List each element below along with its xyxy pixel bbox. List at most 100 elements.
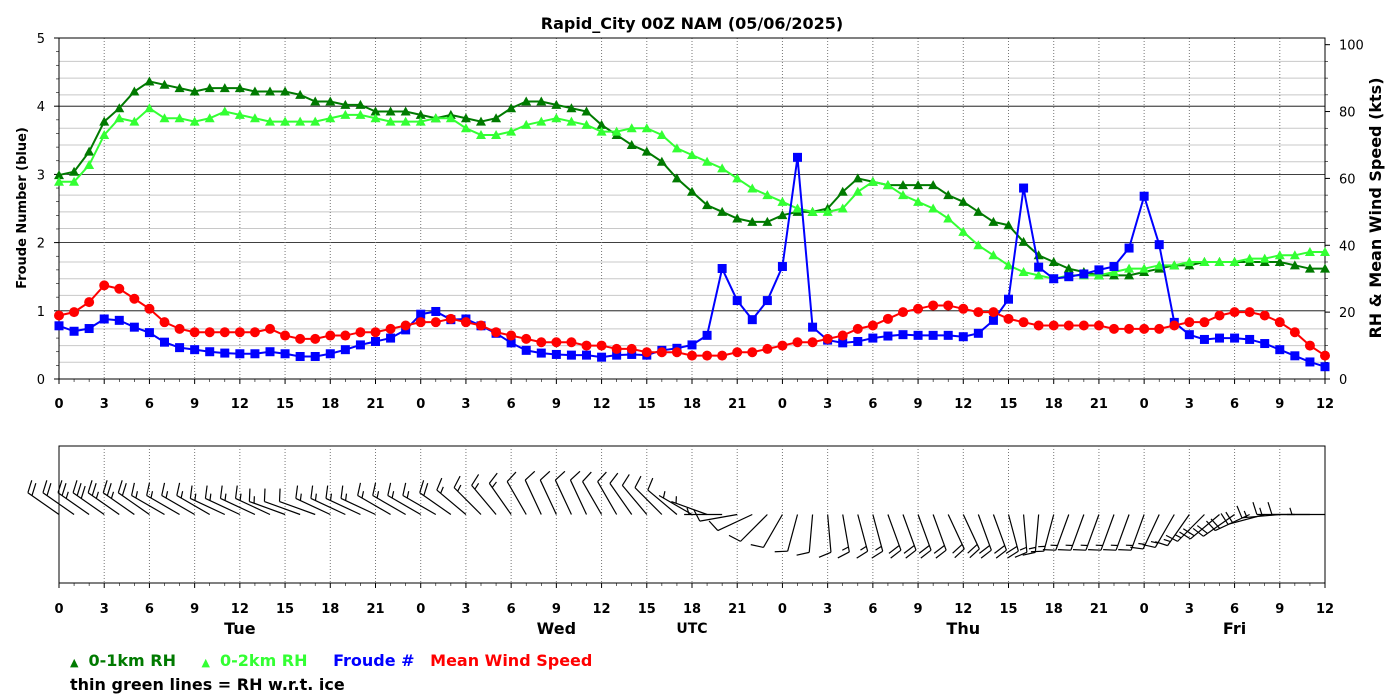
barb-feather	[634, 475, 642, 488]
barb-staff	[842, 514, 850, 553]
barb-feather	[42, 480, 48, 493]
wind-barb	[72, 480, 105, 515]
barb-staff	[279, 500, 316, 516]
barb-staff	[102, 492, 135, 515]
series-point-0	[596, 119, 607, 129]
barb-x-tick-label: 6	[145, 602, 154, 617]
barb-staff	[827, 514, 832, 553]
barb-feather	[436, 477, 443, 491]
barb-x-tick-label: 0	[778, 602, 787, 617]
legend-label-rh02: 0-2km RH	[220, 651, 308, 670]
series-point-0	[1063, 263, 1074, 273]
barb-feather	[1030, 550, 1044, 553]
left-tick-label: 3	[37, 168, 45, 183]
barb-x-tick-label: 3	[1185, 602, 1194, 617]
barb-feather	[1243, 510, 1248, 518]
legend-note: thin green lines = RH w.r.t. ice	[70, 675, 345, 694]
x-tick-label: 18	[683, 397, 701, 412]
barb-staff	[539, 479, 557, 515]
barb-staff	[357, 494, 391, 516]
series-point-0	[385, 106, 396, 116]
series-point-0	[837, 186, 848, 196]
barb-feather	[1057, 549, 1071, 551]
series-point-2	[1079, 269, 1089, 279]
series-point-3	[280, 330, 291, 341]
barb-x-tick-label: 6	[507, 602, 516, 617]
x-tick-label: 18	[1045, 397, 1063, 412]
wind-barb	[684, 507, 723, 516]
wind-barb	[146, 482, 180, 516]
series-point-0	[370, 106, 381, 116]
series-point-2	[943, 330, 953, 340]
series-point-3	[747, 347, 758, 358]
barb-staff	[57, 492, 90, 515]
series-point-3	[310, 333, 321, 344]
series-point-2	[1004, 294, 1013, 304]
wind-barb	[728, 514, 768, 542]
barb-feather	[1196, 525, 1208, 534]
barb-feather	[933, 545, 945, 554]
barb-feather	[150, 491, 154, 499]
barb-feather	[969, 548, 980, 559]
series-point-1	[1304, 246, 1315, 256]
barb-feather	[219, 485, 223, 499]
barb-staff	[340, 497, 376, 516]
barb-staff	[872, 514, 884, 552]
barb-staff	[1022, 514, 1028, 553]
barb-feather	[80, 485, 86, 499]
series-point-3	[1304, 340, 1315, 351]
series-point-1	[551, 113, 562, 123]
barb-feather	[1252, 501, 1258, 515]
barb-feather	[1142, 544, 1156, 548]
series-point-0	[988, 216, 999, 226]
barb-feather	[1022, 551, 1036, 556]
barb-feather	[1155, 541, 1168, 547]
series-point-0	[641, 146, 652, 156]
barb-staff	[609, 483, 633, 515]
series-point-3	[913, 303, 924, 314]
series-point-3	[973, 307, 984, 318]
barb-feather	[376, 491, 380, 499]
barb-feather	[263, 488, 266, 502]
wind-barb	[774, 514, 799, 553]
barb-x-tick-label: 21	[1090, 602, 1108, 617]
barb-feather	[72, 480, 78, 493]
x-tick-label: 21	[728, 397, 746, 412]
barb-feather	[693, 509, 701, 522]
wind-barb	[708, 513, 753, 532]
barb-x-tick-label: 12	[954, 602, 972, 617]
wind-barb	[453, 475, 482, 515]
series-point-3	[551, 337, 562, 348]
barb-feather	[621, 474, 630, 486]
barb-staff	[621, 485, 648, 515]
series-point-3	[807, 337, 818, 348]
series-point-1	[159, 113, 170, 123]
y-axis-label: Froude Number (blue)	[15, 127, 30, 289]
series-point-3	[491, 327, 502, 338]
series-point-2	[702, 330, 712, 340]
left-tick-label: 0	[37, 373, 45, 388]
series-point-0	[159, 79, 170, 89]
wind-barb	[131, 482, 165, 516]
series-point-1	[687, 150, 697, 160]
series-point-1	[1124, 263, 1135, 273]
barb-feather	[31, 483, 37, 496]
right-tick-label: 0	[1339, 373, 1347, 388]
x-tick-label: 3	[100, 397, 109, 412]
barb-x-tick-label: 12	[593, 602, 611, 617]
series-point-0	[521, 96, 532, 106]
barb-feather	[860, 545, 867, 551]
barb-feather	[1019, 546, 1027, 551]
series-point-3	[1199, 317, 1210, 328]
series-point-3	[1229, 307, 1240, 318]
series-point-2	[988, 315, 998, 325]
barb-staff	[569, 479, 588, 515]
series-point-3	[69, 307, 80, 318]
barb-feather	[457, 484, 462, 492]
barb-feather	[539, 470, 551, 481]
barb-staff	[146, 494, 180, 516]
barb-feather	[87, 480, 93, 493]
barb-feather	[180, 491, 184, 499]
day-label-fri: Fri	[1223, 619, 1246, 638]
wind-barb	[539, 470, 557, 515]
